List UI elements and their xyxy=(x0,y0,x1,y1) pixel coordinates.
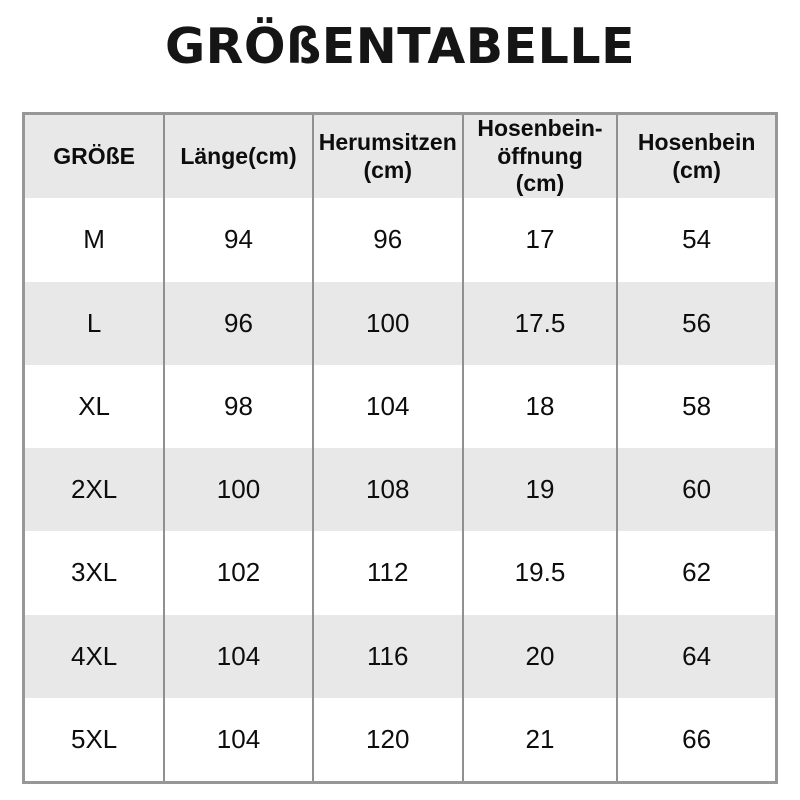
value-cell: 104 xyxy=(165,697,314,781)
column-header-unit: (cm) xyxy=(672,156,721,183)
column-header-unit: (cm) xyxy=(515,170,565,197)
value-cell: 20 xyxy=(464,614,619,698)
value-cell: 112 xyxy=(314,531,464,615)
size-cell: XL xyxy=(25,364,166,448)
value-cell: 102 xyxy=(165,531,314,615)
value-cell: 19 xyxy=(464,448,619,532)
value-cell: 94 xyxy=(165,198,314,282)
size-cell: 5XL xyxy=(25,697,166,781)
table-row-l: L 96 100 17.5 56 xyxy=(25,281,775,365)
column-header-label: GRÖßE xyxy=(53,142,136,169)
size-table: GRÖßE Länge(cm) Herumsitzen (cm) Hosenbe… xyxy=(22,112,778,784)
size-cell: 3XL xyxy=(25,531,166,615)
column-header-label: Länge(cm) xyxy=(180,142,297,169)
value-cell: 120 xyxy=(314,697,464,781)
page-title: GRÖßENTABELLE xyxy=(164,18,636,75)
table-row-xl: XL 98 104 18 58 xyxy=(25,364,775,448)
column-header-label: Herumsitzen xyxy=(318,129,457,156)
column-header-unit: (cm) xyxy=(363,156,413,183)
table-row-m: M 94 96 17 54 xyxy=(25,198,775,282)
column-header-label: öffnung xyxy=(497,142,583,169)
value-cell: 58 xyxy=(682,390,712,421)
size-cell: L xyxy=(25,281,166,365)
value-cell: 66 xyxy=(682,723,712,754)
column-header-groesse: GRÖßE xyxy=(25,115,166,199)
value-cell: 18 xyxy=(464,364,619,448)
value-cell: 62 xyxy=(682,557,712,588)
value-cell: 104 xyxy=(314,364,464,448)
size-cell: 4XL xyxy=(25,614,166,698)
size-cell: 2XL xyxy=(25,448,166,532)
table-row-3xl: 3XL 102 112 19.5 62 xyxy=(25,531,775,615)
table-header-row: GRÖßE Länge(cm) Herumsitzen (cm) Hosenbe… xyxy=(25,115,775,199)
column-header-laenge: Länge(cm) xyxy=(165,115,314,199)
value-cell: 104 xyxy=(165,614,314,698)
value-cell: 21 xyxy=(464,697,619,781)
value-cell: 100 xyxy=(165,448,314,532)
value-cell: 19.5 xyxy=(464,531,619,615)
value-cell: 96 xyxy=(314,198,464,282)
value-cell: 54 xyxy=(682,224,712,255)
value-cell: 108 xyxy=(314,448,464,532)
value-cell: 56 xyxy=(682,307,712,338)
column-header-label: Hosenbein xyxy=(637,129,756,156)
column-header-hosenbein-oeffnung: Hosenbein- öffnung (cm) xyxy=(464,115,619,199)
column-header-label: Hosenbein- xyxy=(477,115,603,142)
table-row-5xl: 5XL 104 120 21 66 xyxy=(25,697,775,781)
value-cell: 116 xyxy=(314,614,464,698)
value-cell: 98 xyxy=(165,364,314,448)
size-cell: M xyxy=(25,198,166,282)
value-cell: 60 xyxy=(682,474,712,505)
column-header-hosenbein: Hosenbein (cm) xyxy=(618,115,775,198)
value-cell: 100 xyxy=(314,281,464,365)
value-cell: 17 xyxy=(464,198,619,282)
column-header-herumsitzen: Herumsitzen (cm) xyxy=(314,115,464,199)
value-cell: 64 xyxy=(682,640,712,671)
value-cell: 96 xyxy=(165,281,314,365)
table-row-4xl: 4XL 104 116 20 64 xyxy=(25,614,775,698)
value-cell: 17.5 xyxy=(464,281,619,365)
table-row-2xl: 2XL 100 108 19 60 xyxy=(25,448,775,532)
